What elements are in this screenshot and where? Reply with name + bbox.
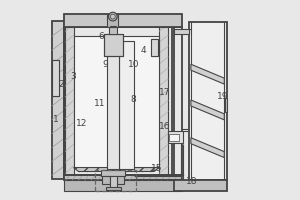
Bar [52,21,64,179]
Text: 8: 8 [130,95,136,104]
Polygon shape [191,138,224,158]
Text: 19: 19 [217,92,228,101]
Bar [102,176,110,184]
Bar [110,26,116,27]
Bar [106,187,121,190]
Bar [174,29,189,34]
Bar [117,176,124,184]
Bar [107,14,118,27]
Bar [104,34,123,56]
Bar [174,180,227,191]
Text: 4: 4 [140,46,146,55]
Bar [74,36,159,168]
Bar [107,41,119,169]
Bar [159,27,169,175]
Text: 16: 16 [159,122,171,131]
Circle shape [110,14,115,19]
Text: 17: 17 [159,88,171,97]
Bar [101,170,125,176]
Text: 10: 10 [128,60,140,69]
Bar [109,27,117,34]
Bar [65,27,74,175]
Text: 11: 11 [94,99,105,108]
Bar [168,131,183,143]
Bar [119,41,134,169]
Bar [151,39,158,56]
Text: 9: 9 [102,60,108,69]
Text: 3: 3 [71,72,76,81]
Bar [64,14,182,27]
Bar [64,27,182,175]
Text: 2: 2 [58,80,64,89]
Polygon shape [74,168,159,171]
Bar [110,176,117,188]
Circle shape [109,12,117,21]
Polygon shape [191,100,224,120]
Text: 12: 12 [76,119,87,128]
Text: 15: 15 [151,164,163,173]
Bar [169,134,179,141]
Text: 18: 18 [186,177,197,186]
Polygon shape [191,64,224,84]
Bar [189,22,227,180]
Bar [95,170,136,191]
Bar [104,34,123,56]
Bar [225,98,227,112]
Bar [64,175,182,180]
Text: 1: 1 [53,115,59,124]
Bar [52,60,59,96]
Text: 6: 6 [98,32,104,41]
Bar [64,180,182,191]
